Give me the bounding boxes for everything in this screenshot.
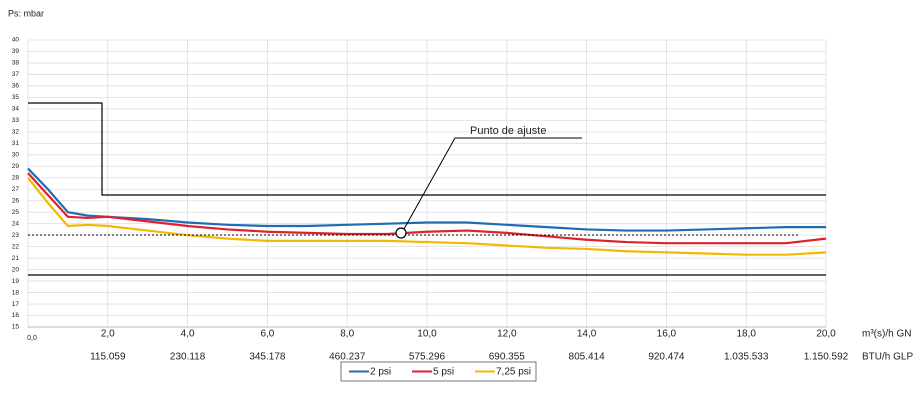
x-tick-label: 18,0 <box>736 329 756 340</box>
y-tick-label: 23 <box>12 232 20 239</box>
x2-tick-label: 805.414 <box>569 352 606 363</box>
x2-tick-label: 920.474 <box>648 352 685 363</box>
y-tick-label: 27 <box>12 186 20 193</box>
x2-tick-label: 1.035.533 <box>724 352 769 363</box>
y-tick-label: 17 <box>12 301 20 308</box>
x2-tick-label: 345.178 <box>249 352 286 363</box>
annotations: Punto de ajuste <box>28 102 826 276</box>
y-tick-label: 32 <box>12 129 20 136</box>
y-tick-label: 31 <box>12 140 20 147</box>
x2-tick-label: 690.355 <box>489 352 526 363</box>
setpoint-marker <box>395 227 407 239</box>
x-tick-label: 6,0 <box>260 329 274 340</box>
y-tick-label: 40 <box>12 37 20 44</box>
legend-box <box>340 361 537 382</box>
grid: 15 16 17 18 19 20 21 22 23 24 25 26 27 28 29 30 31 32 33 34… <box>12 37 849 363</box>
x-tick-label: 0,0 <box>27 335 37 342</box>
legend-label: 5 psi <box>433 367 454 378</box>
y-tick-label: 22 <box>12 243 20 250</box>
series-line <box>27 172 827 245</box>
y-tick-label: 20 <box>12 266 20 273</box>
y-tick-label: 18 <box>12 289 20 296</box>
y-tick-label: 25 <box>12 209 20 216</box>
x-tick-label: 16,0 <box>657 329 677 340</box>
x-tick-label: 14,0 <box>577 329 597 340</box>
legend-label: 2 psi <box>370 367 391 378</box>
x2-tick-label: 115.059 <box>90 352 126 363</box>
annotation: Punto de ajuste <box>470 125 546 137</box>
leader-line <box>403 137 582 230</box>
series-line <box>27 177 827 256</box>
x-tick-label: 20,0 <box>816 329 836 340</box>
x-tick-label: 10,0 <box>417 329 437 340</box>
x2-tick-label: 230.118 <box>170 352 206 363</box>
y-tick-label: 21 <box>12 255 20 262</box>
y-tick-label: 24 <box>12 220 20 227</box>
y-tick-label: 37 <box>12 71 20 78</box>
y-tick-label: 16 <box>12 312 20 319</box>
legend: 2 psi 5 psi 7,25 psi <box>349 367 531 378</box>
y-tick-label: 38 <box>12 60 20 67</box>
y-tick-label: 28 <box>12 174 20 181</box>
y-tick-label: 15 <box>12 324 20 331</box>
x-tick-label: 2,0 <box>101 329 115 340</box>
y-tick-label: 39 <box>12 48 20 55</box>
x2-tick-label: 460.237 <box>329 352 366 363</box>
x-tick-label: 8,0 <box>340 329 354 340</box>
y-tick-label: 33 <box>12 117 20 124</box>
y-tick-label: 29 <box>12 163 20 170</box>
y-tick-label: 26 <box>12 197 20 204</box>
legend-label: 7,25 psi <box>496 367 531 378</box>
x-tick-label: 4,0 <box>181 329 195 340</box>
y-tick-label: 35 <box>12 94 20 101</box>
x-tick-label: 12,0 <box>497 329 517 340</box>
y-tick-label: 19 <box>12 278 20 285</box>
y-tick-label: 34 <box>12 106 20 113</box>
series-lines <box>27 167 827 256</box>
x-axis-label: m³(s)/h GN <box>862 329 911 340</box>
x2-tick-label: 575.296 <box>409 352 446 363</box>
y-tick-label: 30 <box>12 152 20 159</box>
y-axis-label: Ps: mbar <box>8 8 44 18</box>
x2-axis-label: BTU/h GLP <box>862 352 913 363</box>
y-tick-label: 36 <box>12 83 20 90</box>
limit-line <box>28 102 826 196</box>
x2-tick-label: 1.150.592 <box>804 352 849 363</box>
